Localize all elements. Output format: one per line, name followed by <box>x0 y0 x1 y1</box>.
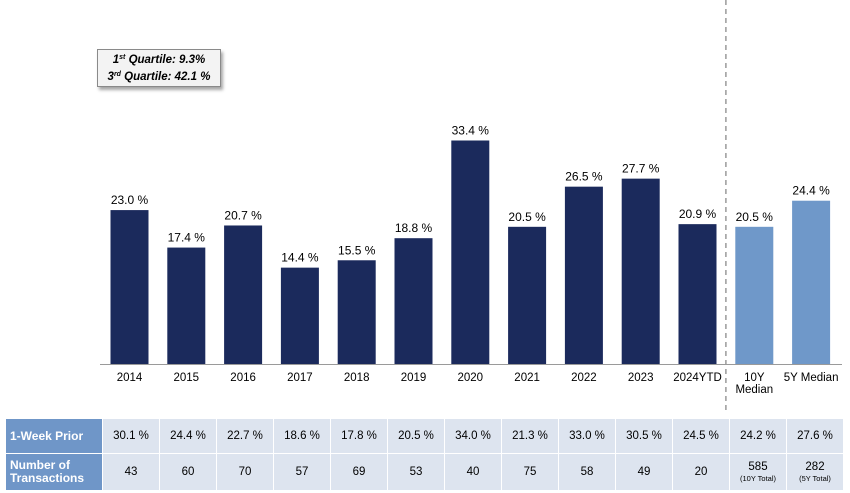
cell-note: (5Y Total) <box>799 474 831 483</box>
bar <box>451 140 490 364</box>
x-tick-label: 2014 <box>117 372 143 384</box>
x-tick-label: 2022 <box>571 372 597 384</box>
table-cell: 18.6 % <box>273 418 331 454</box>
cell-note: (10Y Total) <box>740 474 776 483</box>
third-quartile-text: 3rd Quartile: 42.1 % <box>107 71 211 83</box>
stats-table: 1-Week Prior 30.1 % 24.4 % 22.7 % 18.6 %… <box>5 418 844 491</box>
data-label: 17.4 % <box>168 231 206 245</box>
table-cell: 30.1 % <box>102 418 160 454</box>
bar <box>508 226 547 364</box>
data-label: 23.0 % <box>111 193 149 207</box>
data-label: 15.5 % <box>338 243 376 257</box>
table-cell: 69 <box>330 453 388 491</box>
x-tick-label: 5Y Median <box>784 372 839 384</box>
data-label: 33.4 % <box>452 123 490 137</box>
bar-chart: 23.0 % 2014 17.4 % 2015 20.7 % 2016 14.4 % 2017… <box>100 0 842 410</box>
table-cell: 20.5 % <box>387 418 445 454</box>
cell-value: 282 <box>805 461 825 473</box>
x-tick-label: 2019 <box>401 372 427 384</box>
data-label: 20.5 % <box>736 210 774 224</box>
bar <box>167 247 206 364</box>
bar <box>394 238 433 364</box>
bar <box>564 186 603 364</box>
bar <box>735 226 774 364</box>
table-cell: 53 <box>387 453 445 491</box>
x-tick-label: 2020 <box>458 372 484 384</box>
table-row-one-week-prior: 1-Week Prior 30.1 % 24.4 % 22.7 % 18.6 %… <box>5 418 844 454</box>
table-cell: 585 (10Y Total) <box>729 453 787 491</box>
x-tick-label: Median <box>735 384 773 396</box>
bar <box>621 178 660 364</box>
x-tick-label: 2024YTD <box>673 372 722 384</box>
row-header-one-week-prior: 1-Week Prior <box>5 418 103 454</box>
bar <box>337 260 376 364</box>
data-label: 14.4 % <box>281 251 319 265</box>
first-quartile-text: 1st Quartile: 9.3% <box>112 54 206 66</box>
row-header-number-of-transactions: Number of Transactions <box>5 453 103 491</box>
x-tick-label: 2017 <box>287 372 313 384</box>
table-cell: 21.3 % <box>501 418 559 454</box>
data-label: 26.5 % <box>565 170 603 184</box>
data-label: 20.5 % <box>508 210 546 224</box>
table-cell: 27.6 % <box>786 418 844 454</box>
table-cell: 24.2 % <box>729 418 787 454</box>
x-tick-label: 2015 <box>174 372 200 384</box>
table-cell: 49 <box>615 453 673 491</box>
table-cell: 70 <box>216 453 274 491</box>
table-cell: 40 <box>444 453 502 491</box>
quartile-box: 1st Quartile: 9.3% 3rd Quartile: 42.1 % <box>97 49 221 87</box>
table-cell: 33.0 % <box>558 418 616 454</box>
data-label: 20.9 % <box>679 207 717 221</box>
bar <box>280 267 319 364</box>
data-label: 27.7 % <box>622 162 660 176</box>
table-cell: 24.4 % <box>159 418 217 454</box>
bar <box>792 200 831 364</box>
bar <box>110 210 149 364</box>
bar <box>678 224 717 364</box>
data-label: 24.4 % <box>792 184 830 198</box>
x-tick-label: 2016 <box>230 372 256 384</box>
table-cell: 282 (5Y Total) <box>786 453 844 491</box>
table-cell: 17.8 % <box>330 418 388 454</box>
data-label: 20.7 % <box>224 208 262 222</box>
table-cell: 58 <box>558 453 616 491</box>
table-cell: 43 <box>102 453 160 491</box>
table-cell: 30.5 % <box>615 418 673 454</box>
cell-value: 585 <box>748 461 768 473</box>
bar <box>224 225 263 364</box>
table-cell: 20 <box>672 453 730 491</box>
table-cell: 60 <box>159 453 217 491</box>
row-header-line2: Transactions <box>10 471 85 485</box>
table-row-number-of-transactions: Number of Transactions 43 60 70 57 69 53… <box>5 453 844 491</box>
x-tick-label: 10Y <box>744 372 765 384</box>
table-cell: 75 <box>501 453 559 491</box>
x-tick-label: 2023 <box>628 372 654 384</box>
x-tick-label: 2018 <box>344 372 370 384</box>
table-cell: 24.5 % <box>672 418 730 454</box>
table-cell: 57 <box>273 453 331 491</box>
x-tick-label: 2021 <box>514 372 540 384</box>
data-label: 18.8 % <box>395 221 433 235</box>
table-cell: 34.0 % <box>444 418 502 454</box>
table-cell: 22.7 % <box>216 418 274 454</box>
row-header-line1: Number of <box>10 458 70 472</box>
